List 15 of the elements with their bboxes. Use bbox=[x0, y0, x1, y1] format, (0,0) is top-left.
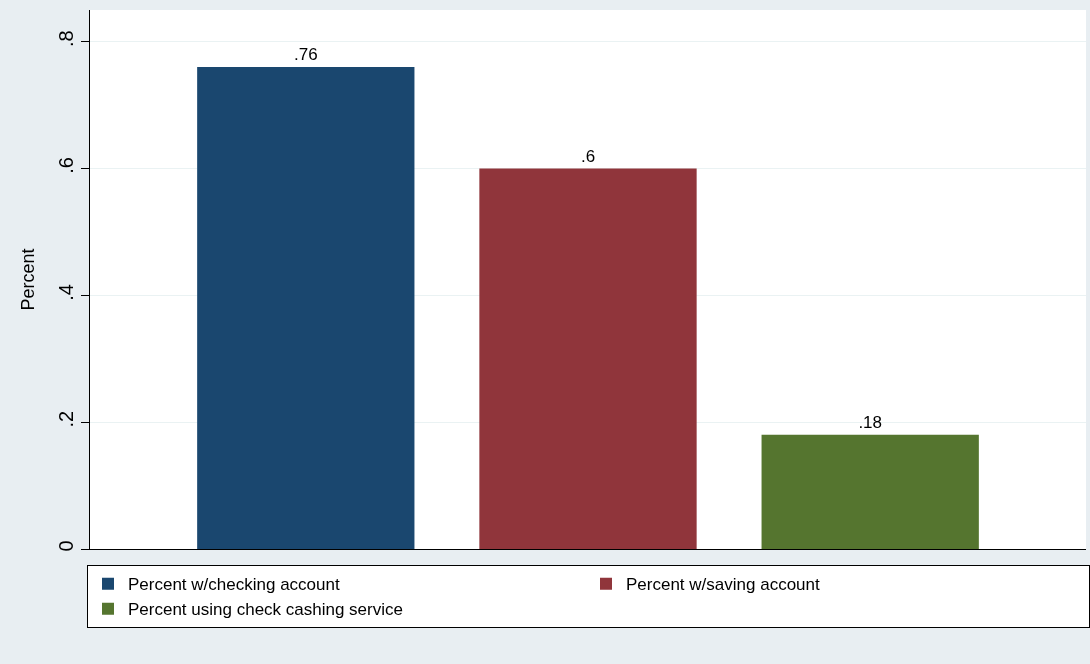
y-tick-label: 0 bbox=[55, 540, 77, 552]
y-tick-label: .8 bbox=[55, 30, 77, 48]
y-tick-label: .6 bbox=[55, 157, 77, 174]
data-label: .76 bbox=[293, 45, 318, 65]
bar bbox=[197, 67, 415, 549]
legend-label: Percent using check cashing service bbox=[128, 600, 403, 620]
legend-label: Percent w/checking account bbox=[128, 575, 340, 595]
y-axis-title: Percent bbox=[18, 248, 39, 311]
legend-label: Percent w/saving account bbox=[626, 575, 820, 595]
y-tick-label: .4 bbox=[55, 284, 77, 301]
bar bbox=[761, 434, 979, 549]
y-tick-label: .2 bbox=[55, 410, 77, 428]
bar bbox=[479, 168, 697, 549]
data-label: .6 bbox=[580, 146, 596, 166]
data-label: .18 bbox=[858, 412, 883, 432]
